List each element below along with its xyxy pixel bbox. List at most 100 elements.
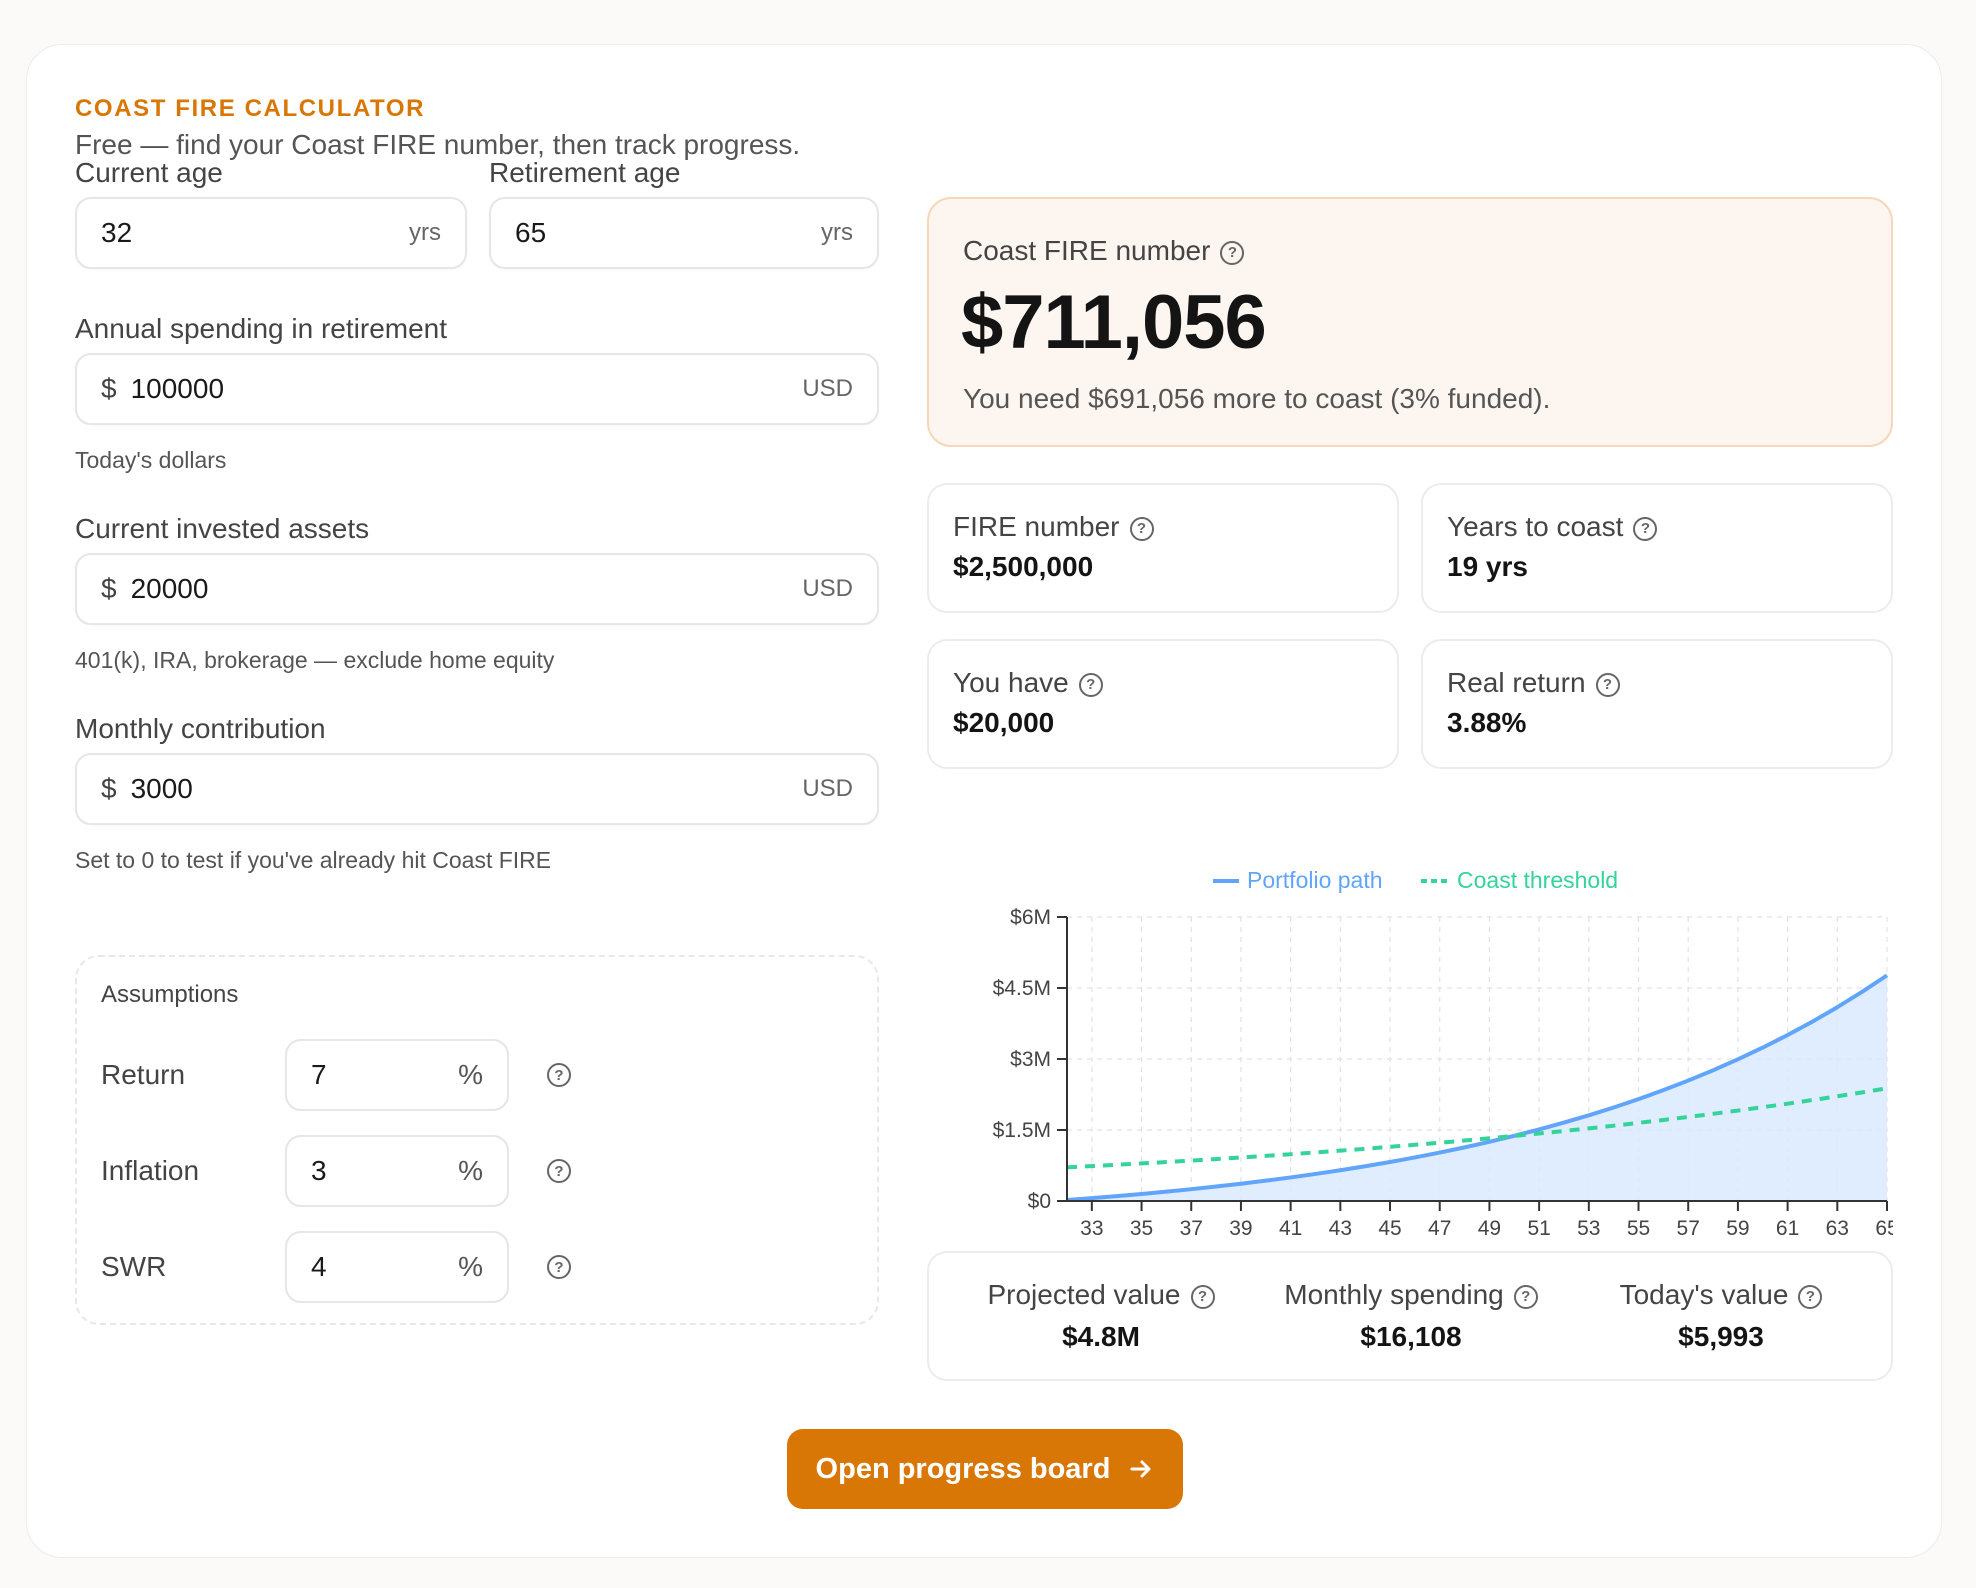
calculator-subtitle: Free — find your Coast FIRE number, then…: [75, 129, 801, 160]
y-tick-label: $6M: [1010, 906, 1051, 929]
projection-summary: Projected value? $4.8M Monthly spending?…: [927, 1251, 1893, 1381]
arrow-right-icon: [1130, 1460, 1151, 1478]
return-unit: %: [458, 1059, 483, 1090]
return-field[interactable]: %: [285, 1039, 509, 1111]
return-label: Return: [101, 1059, 186, 1090]
summary-value: $4.8M: [1062, 1321, 1140, 1352]
x-tick-label: 65: [1875, 1217, 1893, 1240]
monthly-contribution-field[interactable]: $ USD: [75, 753, 879, 825]
annual-spending-input[interactable]: [130, 373, 803, 405]
x-tick-label: 49: [1478, 1217, 1501, 1240]
x-tick-label: 57: [1677, 1217, 1700, 1240]
question-circle-icon[interactable]: ?: [547, 1063, 571, 1087]
invested-assets-unit: USD: [802, 575, 853, 602]
swr-unit: %: [458, 1251, 483, 1282]
stat-label: Years to coast: [1447, 511, 1624, 542]
summary-monthly-spending: Monthly spending? $16,108: [1239, 1279, 1583, 1353]
x-tick-label: 51: [1527, 1217, 1550, 1240]
stat-label-row: You have?: [953, 667, 1103, 699]
annual-spending-field[interactable]: $ USD: [75, 353, 879, 425]
portfolio-area: [1067, 975, 1887, 1201]
monthly-contribution-label: Monthly contribution: [75, 713, 326, 744]
question-circle-icon[interactable]: ?: [1633, 516, 1658, 541]
retirement-age-unit: yrs: [821, 219, 853, 246]
stat-label: You have: [953, 667, 1069, 698]
monthly-contribution-help: Set to 0 to test if you've already hit C…: [75, 847, 552, 873]
summary-label: Projected value: [987, 1279, 1181, 1310]
legend-label-coast: Coast threshold: [1457, 867, 1618, 893]
summary-label: Monthly spending: [1284, 1279, 1504, 1310]
calculator-eyebrow: COAST FIRE CALCULATOR: [75, 95, 426, 122]
annual-spending-unit: USD: [802, 375, 853, 402]
x-tick-label: 63: [1826, 1217, 1849, 1240]
x-tick-label: 43: [1329, 1217, 1352, 1240]
assumptions-title: Assumptions: [101, 981, 239, 1008]
question-circle-icon[interactable]: ?: [547, 1159, 571, 1183]
question-circle-icon[interactable]: ?: [1513, 1284, 1538, 1309]
x-tick-label: 53: [1577, 1217, 1600, 1240]
summary-value: $16,108: [1360, 1321, 1462, 1352]
invested-assets-input[interactable]: [130, 573, 803, 605]
stat-value: 19 yrs: [1447, 551, 1528, 582]
summary-todays-value: Today's value? $5,993: [1549, 1279, 1893, 1353]
current-age-input[interactable]: [101, 217, 409, 249]
inflation-input[interactable]: [311, 1155, 459, 1187]
invested-assets-label: Current invested assets: [75, 513, 370, 544]
retirement-age-input[interactable]: [515, 217, 821, 249]
question-circle-icon[interactable]: ?: [1220, 240, 1245, 265]
invested-assets-currency: $: [101, 573, 117, 604]
question-circle-icon[interactable]: ?: [1190, 1284, 1215, 1309]
question-circle-icon[interactable]: ?: [1798, 1284, 1823, 1309]
coast-fire-result: Coast FIRE number? $711,056 You need $69…: [927, 197, 1893, 447]
question-circle-icon[interactable]: ?: [1078, 672, 1103, 697]
coast-threshold-line: [1066, 1086, 1888, 1170]
question-circle-icon[interactable]: ?: [1595, 672, 1620, 697]
inflation-unit: %: [458, 1155, 483, 1186]
stat-label: FIRE number: [953, 511, 1120, 542]
stat-label-row: Years to coast?: [1447, 511, 1658, 543]
annual-spending-help: Today's dollars: [75, 447, 227, 473]
invested-assets-help: 401(k), IRA, brokerage — exclude home eq…: [75, 647, 555, 673]
portfolio-path-line: [1066, 973, 1889, 1203]
stat-label-row: Real return?: [1447, 667, 1620, 699]
projection-chart-svg: $0 $1.5M $3M $4.5M $6M 33 35 37 39 41 43 45 47 49 51 53…: [993, 867, 1899, 1240]
x-tick-label: 39: [1229, 1217, 1252, 1240]
x-tick-label: 47: [1428, 1217, 1451, 1240]
calculator-card: COAST FIRE CALCULATOR Free — find your C…: [26, 44, 1942, 1558]
coast-fire-label-row: Coast FIRE number?: [963, 235, 1245, 267]
monthly-contribution-currency: $: [101, 773, 117, 804]
summary-projected-value: Projected value? $4.8M: [929, 1279, 1273, 1353]
coast-fire-label: Coast FIRE number: [963, 235, 1211, 266]
x-tick-label: 45: [1378, 1217, 1401, 1240]
x-tick-label: 33: [1080, 1217, 1103, 1240]
assumptions-panel: Assumptions Return % ? Inflation % ? SWR…: [75, 955, 879, 1325]
swr-field[interactable]: %: [285, 1231, 509, 1303]
question-circle-icon[interactable]: ?: [1129, 516, 1154, 541]
stat-years-to-coast: Years to coast? 19 yrs: [1421, 483, 1893, 613]
legend-label-portfolio: Portfolio path: [1247, 867, 1383, 893]
stat-value: $2,500,000: [953, 551, 1094, 582]
stat-label: Real return: [1447, 667, 1586, 698]
monthly-contribution-unit: USD: [802, 775, 853, 802]
invested-assets-field[interactable]: $ USD: [75, 553, 879, 625]
open-progress-board-button[interactable]: Open progress board: [787, 1429, 1183, 1509]
stat-fire-number: FIRE number? $2,500,000: [927, 483, 1399, 613]
monthly-contribution-input[interactable]: [130, 773, 803, 805]
swr-label: SWR: [101, 1251, 167, 1282]
x-tick-label: 61: [1776, 1217, 1799, 1240]
inflation-label: Inflation: [101, 1155, 200, 1186]
stat-value: $20,000: [953, 707, 1055, 738]
swr-input[interactable]: [311, 1251, 459, 1283]
y-tick-label: $3M: [1010, 1048, 1051, 1071]
return-input[interactable]: [311, 1059, 459, 1091]
stat-value: 3.88%: [1447, 707, 1527, 738]
retirement-age-field[interactable]: yrs: [489, 197, 879, 269]
x-tick-label: 55: [1627, 1217, 1650, 1240]
inflation-field[interactable]: %: [285, 1135, 509, 1207]
current-age-field[interactable]: yrs: [75, 197, 467, 269]
stat-you-have: You have? $20,000: [927, 639, 1399, 769]
question-circle-icon[interactable]: ?: [547, 1255, 571, 1279]
current-age-unit: yrs: [409, 219, 441, 246]
summary-label: Today's value: [1619, 1279, 1789, 1310]
open-progress-board-label: Open progress board: [815, 1452, 1111, 1485]
